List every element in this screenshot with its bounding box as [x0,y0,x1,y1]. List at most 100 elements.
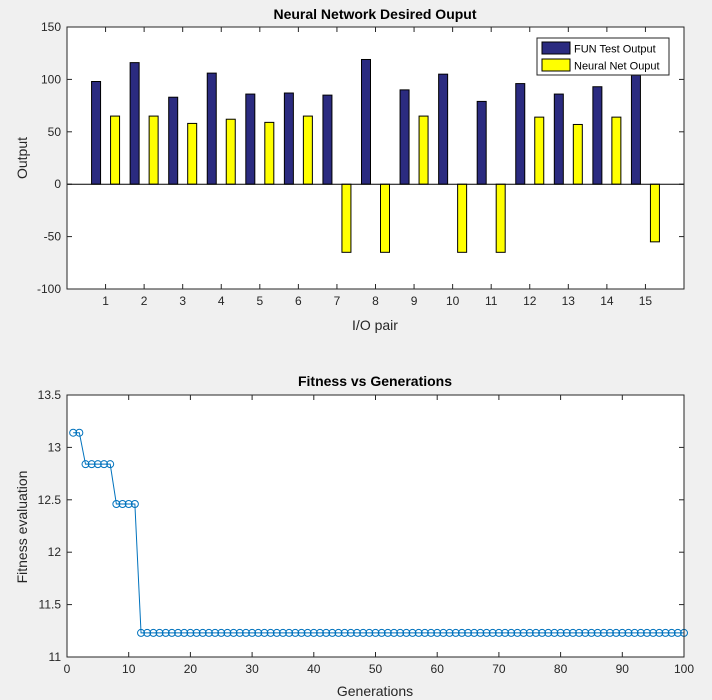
fitness-point [494,628,503,637]
bar-neural-net-output [110,115,121,185]
fitness-point [661,628,670,637]
legend-swatch-nn [541,58,571,72]
fitness-point [390,628,399,637]
fitness-point [204,628,213,637]
fitness-point [81,460,90,469]
fitness-point [649,628,658,637]
fitness-point [155,628,164,637]
fitness-point [544,628,553,637]
fitness-point [568,628,577,637]
fitness-point [130,499,139,508]
fitness-point [562,628,571,637]
line-chart-frame [66,394,685,658]
fitness-point [229,628,238,637]
y-tick-label: 12.5 [38,493,62,507]
bar-neural-net-output [572,123,583,185]
fitness-point [334,628,343,637]
fitness-point [673,628,682,637]
x-tick-label: 8 [372,294,379,308]
bar-neural-net-output [418,115,429,185]
fitness-point [612,628,621,637]
bar-fun-test-output [245,93,256,185]
fitness-point [618,628,627,637]
bar-neural-net-output [649,183,660,243]
bar-chart-legend: FUN Test Output Neural Net Ouput [536,37,670,76]
fitness-point [112,499,121,508]
bar-fun-test-output [515,83,526,185]
fitness-point [315,628,324,637]
fitness-point [291,628,300,637]
bar-chart-bars [91,58,660,253]
fitness-point [642,628,651,637]
fitness-point [272,628,281,637]
x-tick-label: 1 [102,294,109,308]
fitness-point [69,428,78,437]
line-chart-plot-area [67,395,684,657]
y-tick-label: 50 [48,125,62,139]
fitness-point [605,628,614,637]
x-tick-label: 40 [307,662,321,676]
fitness-point [75,428,84,437]
fitness-point [192,628,201,637]
fitness-point [531,628,540,637]
bar-fun-test-output [91,80,102,185]
bar-fun-test-output [399,89,410,185]
x-tick-label: 70 [492,662,506,676]
fitness-point [241,628,250,637]
y-tick-label: 13 [48,440,62,454]
bar-fun-test-output [361,58,371,185]
fitness-point [285,628,294,637]
x-tick-label: 0 [64,662,71,676]
fitness-point [254,628,263,637]
x-tick-label: 60 [431,662,445,676]
line-chart-series [69,428,688,637]
fitness-point [414,628,423,637]
x-tick-label: 13 [562,294,576,308]
fitness-point [513,628,522,637]
fitness-point [624,628,633,637]
y-tick-label: 150 [41,20,61,34]
fitness-point [408,628,417,637]
x-tick-label: 10 [446,294,460,308]
fitness-point [476,628,485,637]
bar-fun-test-output [168,96,179,185]
fitness-point [575,628,584,637]
fitness-point [143,628,152,637]
bar-neural-net-output [611,116,622,185]
fitness-point [174,628,183,637]
fitness-point [599,628,608,637]
fitness-point [587,628,596,637]
bar-neural-net-output [302,115,313,185]
x-tick-label: 20 [184,662,198,676]
bar-chart: Neural Network Desired Ouput I/O pair Ou… [14,6,685,333]
fitness-point [451,628,460,637]
fitness-point [383,628,392,637]
fitness-point [297,628,306,637]
fitness-point [260,628,269,637]
bar-fun-test-output [476,100,487,185]
y-tick-label: 13.5 [38,388,62,402]
fitness-point [464,628,473,637]
fitness-point [278,628,287,637]
fitness-point [525,628,534,637]
x-tick-label: 90 [616,662,630,676]
fitness-point [519,628,528,637]
bar-chart-y-axis-label: Output [14,137,30,179]
fitness-point [482,628,491,637]
y-tick-label: 12 [48,545,62,559]
fitness-point [470,628,479,637]
bar-fun-test-output [129,62,140,185]
bar-neural-net-output [495,183,506,253]
fitness-point [124,499,133,508]
fitness-point [167,628,176,637]
fitness-point [365,628,374,637]
fitness-point [100,460,109,469]
x-tick-label: 10 [122,662,136,676]
fitness-point [149,628,158,637]
x-tick-label: 50 [369,662,383,676]
fitness-point [445,628,454,637]
bar-neural-net-output [148,115,159,185]
y-tick-label: 11 [49,650,62,664]
fitness-point [106,460,115,469]
